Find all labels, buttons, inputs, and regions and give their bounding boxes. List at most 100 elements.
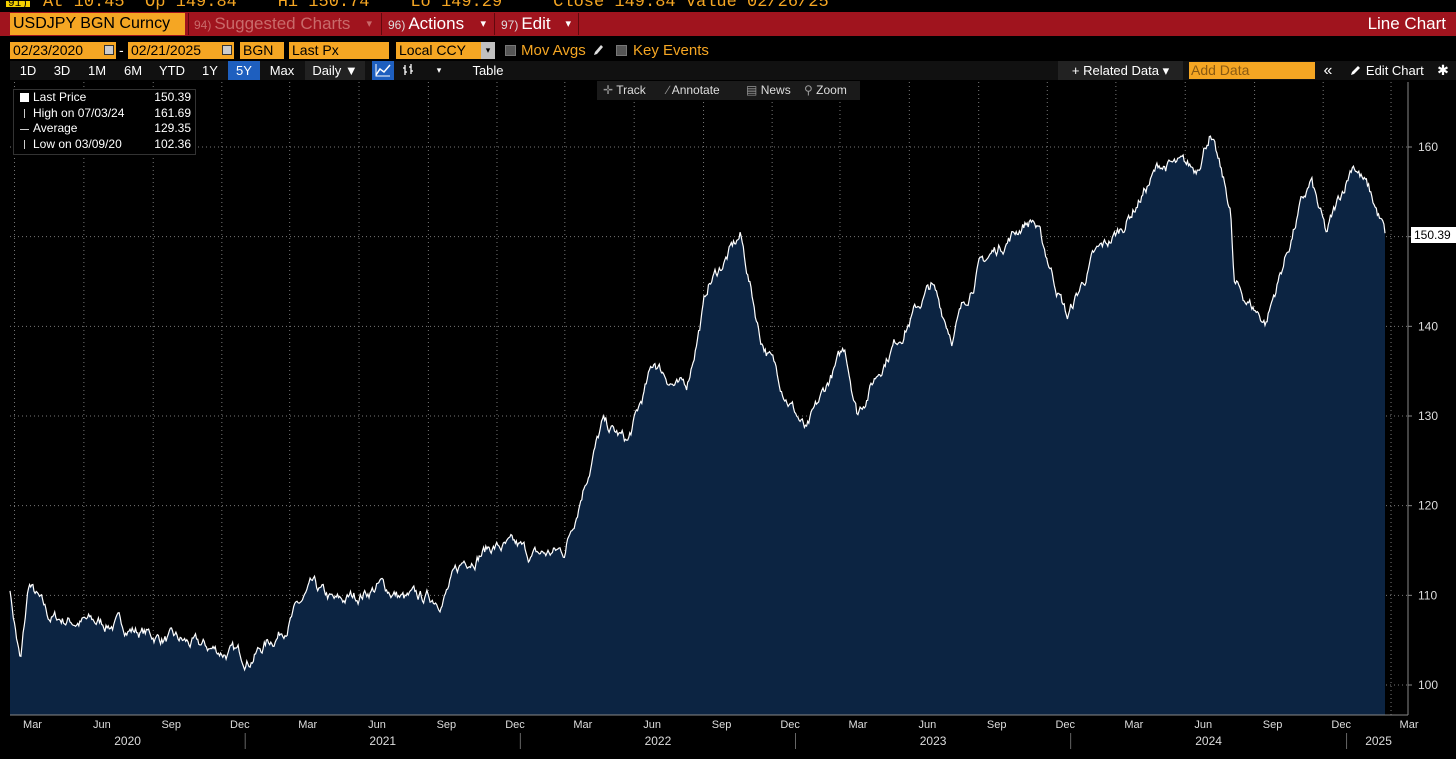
year-label: 2022 <box>645 734 672 748</box>
end-date-field[interactable]: 02/21/2025 <box>128 42 234 59</box>
x-tick-label: Mar <box>1400 719 1419 731</box>
price-chart[interactable]: 100110120130140150160 MarJunSepDecMarJun… <box>0 82 1456 759</box>
period-max[interactable]: Max <box>269 63 295 78</box>
suggested-charts-menu[interactable]: 94) Suggested Charts ▾ <box>194 13 378 35</box>
x-tick-label: Jun <box>918 719 936 731</box>
chevron-down-icon: ▾ <box>565 18 571 30</box>
currency-dropdown[interactable]: Local CCY ▾ <box>396 42 495 59</box>
y-tick-label: 140 <box>1418 319 1438 333</box>
period-6m[interactable]: 6M <box>123 63 143 78</box>
legend-high[interactable]: High on 07/03/24 161.69 <box>14 106 195 122</box>
edit-num: 97) <box>501 18 519 32</box>
key-events-label[interactable]: Key Events <box>633 42 709 59</box>
x-tick-label: Mar <box>1124 719 1143 731</box>
legend-value: 129.35 <box>154 121 191 135</box>
source-field[interactable]: BGN <box>240 42 284 59</box>
price-area <box>10 136 1385 716</box>
chevron-down-icon: ▾ <box>366 18 372 30</box>
at-label: At <box>43 0 64 12</box>
y-tick-label: 110 <box>1418 588 1437 602</box>
zoom-label: Zoom <box>816 83 847 97</box>
actions-menu[interactable]: 96) Actions ▾ <box>388 13 492 35</box>
pencil-icon[interactable] <box>592 43 604 57</box>
average-marker-icon <box>20 129 29 130</box>
op-label: Op <box>145 0 166 12</box>
annotate-tool[interactable]: ∕ Annotate <box>667 81 720 100</box>
track-tool[interactable]: ✛ Track <box>603 81 646 100</box>
suggested-num: 94) <box>194 18 212 32</box>
field-selector[interactable]: Last Px <box>289 42 389 59</box>
x-tick-label: Sep <box>161 719 181 731</box>
currency-value: Local CCY <box>399 42 466 58</box>
edit-chart-button[interactable]: Edit Chart <box>1342 61 1432 80</box>
news-label: News <box>760 83 791 97</box>
period-1d[interactable]: 1D <box>19 63 37 78</box>
y-tick-label: 130 <box>1418 409 1438 423</box>
period-3d[interactable]: 3D <box>53 63 71 78</box>
series-swatch-icon <box>20 93 29 102</box>
legend-value: 161.69 <box>154 105 191 120</box>
x-tick-label: Dec <box>1055 719 1075 731</box>
y-tick-label: 100 <box>1418 678 1438 692</box>
legend-label: Last Price <box>33 90 87 104</box>
x-tick-label: Dec <box>230 719 250 731</box>
chart-type-label: Line Chart <box>1367 14 1446 33</box>
op-value: 149.84 <box>175 0 237 12</box>
collapse-icon[interactable]: « <box>1323 62 1333 79</box>
related-data-button[interactable]: + Related Data ▾ <box>1058 61 1183 80</box>
legend-value: 150.39 <box>154 90 191 104</box>
zoom-tool[interactable]: ⚲ Zoom <box>804 81 847 100</box>
y-axis-labels: 100110120130140150160 <box>1408 140 1438 692</box>
period-1m[interactable]: 1M <box>87 63 107 78</box>
x-tick-label: Jun <box>643 719 661 731</box>
suggested-label: Suggested Charts <box>214 14 351 33</box>
legend-average[interactable]: Average 129.35 <box>14 121 195 137</box>
close-value: 149.84 <box>614 0 676 12</box>
gear-icon[interactable]: ✱ <box>1437 62 1449 78</box>
edit-label: Edit <box>521 14 551 33</box>
zoom-icon: ⚲ <box>804 83 813 97</box>
key-events-checkbox[interactable] <box>616 45 627 56</box>
table-button[interactable]: Table <box>472 63 504 78</box>
frequency-dropdown[interactable]: Daily ▼ <box>305 61 365 80</box>
calendar-icon[interactable] <box>222 45 232 55</box>
edit-menu[interactable]: 97) Edit ▾ <box>501 13 577 35</box>
last-price-tag: 150.39 <box>1411 227 1456 243</box>
period-1y[interactable]: 1Y <box>202 63 218 78</box>
annotate-label: Annotate <box>671 83 720 97</box>
legend-last-price[interactable]: Last Price 150.39 <box>14 90 195 106</box>
ticker-field[interactable]: USDJPY BGN Curncy <box>10 13 185 35</box>
news-tool[interactable]: ▤ News <box>746 81 791 100</box>
mov-avgs-checkbox[interactable] <box>505 45 516 56</box>
legend-low[interactable]: Low on 03/09/20 102.36 <box>14 137 195 153</box>
calendar-icon[interactable] <box>104 45 114 55</box>
crosshair-icon: ✛ <box>603 83 614 97</box>
period-ytd[interactable]: YTD <box>159 63 185 78</box>
y-tick-label: 120 <box>1418 499 1438 513</box>
mov-avgs-label[interactable]: Mov Avgs <box>521 42 586 59</box>
bar-chart-icon[interactable] <box>398 61 418 80</box>
chevron-down-icon[interactable]: ▾ <box>436 65 442 75</box>
y-tick-label: 160 <box>1418 140 1438 154</box>
legend-label: Low on 03/09/20 <box>33 136 122 151</box>
news-icon: ▤ <box>746 83 758 97</box>
legend-label: Average <box>33 121 78 135</box>
track-label: Track <box>616 83 646 97</box>
x-tick-label: Sep <box>987 719 1007 731</box>
lo-label: Lo <box>410 0 431 12</box>
close-label: Close <box>553 0 605 12</box>
x-axis-labels: Mar Jun Sep Dec Mar Jun Sep Dec Mar Jun Sep Dec Mar J… <box>23 719 1419 749</box>
add-data-input[interactable]: Add Data <box>1189 62 1315 79</box>
x-tick-label: Dec <box>1331 719 1351 731</box>
menu-separator <box>494 13 495 35</box>
year-label: 2021 <box>369 734 396 748</box>
value-date: 02/26/25 <box>747 0 829 12</box>
period-5y[interactable]: 5Y <box>228 61 260 80</box>
line-chart-icon[interactable] <box>372 61 394 80</box>
date-range-dash: - <box>119 42 124 58</box>
actions-label: Actions <box>408 14 465 33</box>
menu-separator <box>381 13 382 35</box>
chevron-down-icon: ▾ <box>481 42 495 59</box>
start-date-field[interactable]: 02/23/2020 <box>10 42 116 59</box>
chart-legend[interactable]: Last Price 150.39 High on 07/03/24 161.6… <box>13 89 196 155</box>
